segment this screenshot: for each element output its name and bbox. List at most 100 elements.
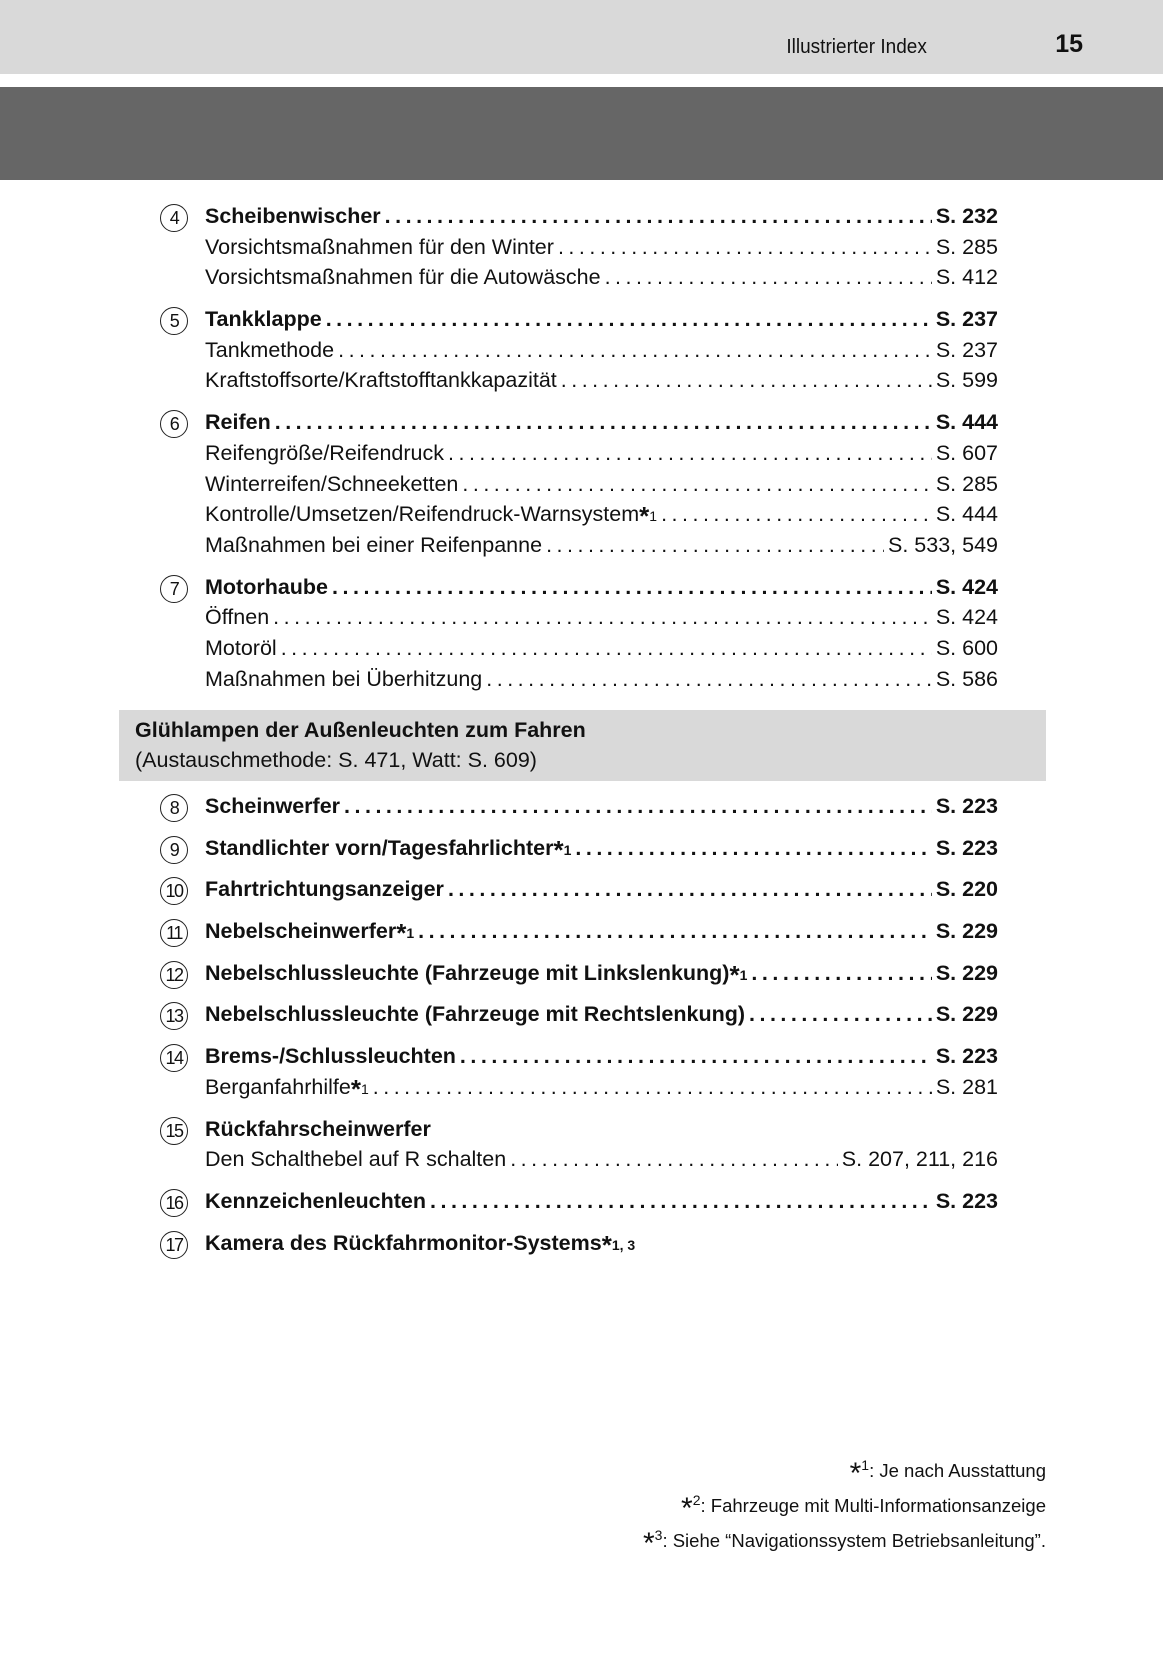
page-header: Illustrierter Index 15 [0, 0, 1163, 74]
index-group: 8 Scheinwerfer...........................… [160, 791, 998, 822]
page-reference[interactable]: S. 223 [935, 1188, 998, 1213]
index-subentry: Kontrolle/Umsetzen/Reifendruck-Warnsyste… [160, 499, 998, 532]
leader-dots: ........................................… [604, 265, 932, 290]
page-reference[interactable]: S. 412 [935, 265, 998, 290]
entry-label: Fahrtrichtungsanzeiger [205, 877, 444, 902]
footnote-text: : Fahrzeuge mit Multi-Informationsanzeig… [700, 1495, 1046, 1517]
page-reference[interactable]: S. 285 [935, 234, 998, 259]
index-group: 6 Reifen.................................… [160, 407, 998, 560]
page-reference[interactable]: S. 207, 211, 216 [841, 1147, 998, 1172]
index-subentry: Den Schalthebel auf R schalten..........… [160, 1144, 998, 1175]
page-reference[interactable]: S. 223 [935, 1044, 998, 1069]
footnote-reference: *1 [639, 501, 657, 532]
entry-label: Öffnen [205, 605, 270, 630]
page-reference[interactable]: S. 237 [935, 307, 998, 332]
index-list-top: 4 Scheibenwischer........................… [160, 201, 998, 705]
entry-label: Berganfahrhilfe [205, 1074, 351, 1099]
item-number-circle: 15 [160, 1116, 188, 1145]
index-group: 16 Kennzeichenleuchten...................… [160, 1186, 998, 1217]
index-subentry: Motoröl.................................… [160, 633, 998, 664]
leader-dots: ........................................… [338, 337, 932, 362]
header-dark-band [0, 87, 1163, 180]
index-subentry: Winterreifen/Schneeketten...............… [160, 469, 998, 500]
entry-label: Kontrolle/Umsetzen/Reifendruck-Warnsyste… [205, 502, 640, 527]
index-subentry: Maßnahmen bei Überhitzung...............… [160, 664, 998, 695]
page-reference[interactable]: S. 220 [935, 877, 998, 902]
asterisk-icon: * [601, 1229, 612, 1260]
entry-label: Maßnahmen bei Überhitzung [205, 666, 483, 691]
leader-dots: ........................................… [384, 204, 932, 228]
index-group: 5 Tankklappe.............................… [160, 304, 998, 396]
footnote-mark: 2 [692, 1492, 701, 1509]
page-reference[interactable]: S. 424 [935, 605, 998, 630]
page-reference[interactable]: S. 229 [935, 960, 998, 985]
index-entry: 10 Fahrtrichtungsanzeiger................… [160, 874, 998, 906]
page-reference[interactable]: S. 229 [935, 919, 998, 944]
page-reference[interactable]: S. 444 [935, 502, 998, 527]
entry-label: Tankklappe [205, 307, 322, 332]
footnote: *3: Siehe “Navigationssystem Betriebsanl… [643, 1522, 1046, 1559]
page-number: 15 [1055, 30, 1083, 58]
item-number-circle: 4 [160, 204, 188, 232]
item-number-circle: 6 [160, 410, 188, 439]
leader-dots: ........................................… [273, 605, 932, 630]
index-entry: 13 Nebelschlussleuchte (Fahrzeuge mit Rec… [160, 999, 998, 1031]
page-reference[interactable]: S. 229 [935, 1002, 998, 1027]
leader-dots: ........................................… [344, 794, 932, 818]
item-number-circle: 5 [160, 307, 188, 336]
index-group: 15 Rückfahrscheinwerfer Den Schalthebel au… [160, 1114, 998, 1175]
footnote-reference: *1 [396, 918, 414, 949]
item-number-circle: 14 [160, 1044, 188, 1073]
leader-dots: ........................................… [430, 1188, 932, 1213]
index-subentry: Vorsichtsmaßnahmen für den Winter.......… [160, 232, 998, 263]
index-group: 12 Nebelschlussleuchte (Fahrzeuge mit Lin… [160, 958, 998, 990]
entry-label: Brems-/Schlussleuchten [205, 1044, 456, 1069]
asterisk-icon: * [639, 501, 650, 532]
section-title: Illustrierter Index [786, 36, 927, 58]
footnote-number: 1 [739, 966, 748, 983]
entry-label: Motoröl [205, 635, 277, 660]
page-reference[interactable]: S. 223 [935, 835, 998, 860]
entry-label: Vorsichtsmaßnahmen für den Winter [205, 234, 554, 259]
item-number-circle: 17 [160, 1230, 188, 1259]
leader-dots: ........................................… [448, 440, 932, 465]
page-reference[interactable]: S. 599 [935, 368, 998, 393]
page-reference[interactable]: S. 533, 549 [888, 532, 998, 557]
page-reference[interactable]: S. 281 [935, 1074, 998, 1099]
index-entry: 8 Scheinwerfer...........................… [160, 791, 998, 822]
leader-dots: ........................................… [325, 307, 932, 332]
page-reference[interactable]: S. 424 [935, 574, 998, 599]
footnote-reference: *1 [351, 1074, 369, 1105]
leader-dots: ........................................… [749, 1002, 932, 1027]
entry-label: Nebelschlussleuchte (Fahrzeuge mit Links… [205, 960, 730, 985]
item-number-circle: 16 [160, 1188, 188, 1217]
page-reference[interactable]: S. 607 [935, 440, 998, 465]
leader-dots: ........................................… [462, 471, 931, 496]
page-reference[interactable]: S. 285 [935, 471, 998, 496]
entry-label: Reifen [205, 410, 271, 435]
page-reference[interactable]: S. 223 [935, 794, 998, 818]
footnote-number: 1 [563, 841, 572, 858]
page-reference[interactable]: S. 237 [935, 337, 998, 362]
index-entry: 4 Scheibenwischer........................… [160, 201, 998, 232]
entry-label: Nebelscheinwerfer [205, 919, 397, 944]
footnote-reference: *1 [553, 835, 571, 866]
page-reference[interactable]: S. 232 [935, 204, 998, 228]
footnotes: *1: Je nach Ausstattung *2: Fahrzeuge mit… [643, 1452, 1046, 1559]
item-number-circle: 9 [160, 835, 188, 864]
index-group: 10 Fahrtrichtungsanzeiger................… [160, 874, 998, 906]
page-reference[interactable]: S. 444 [935, 410, 998, 435]
footnote-number: 1 [360, 1080, 369, 1097]
index-subentry: Tankmethode.............................… [160, 335, 998, 366]
page-reference[interactable]: S. 586 [935, 666, 998, 691]
leader-dots: ........................................… [546, 532, 884, 557]
index-subentry: Vorsichtsmaßnahmen für die Autowäsche...… [160, 262, 998, 293]
footnote: *2: Fahrzeuge mit Multi-Informationsanze… [643, 1487, 1046, 1524]
footnote-number: 1 [406, 925, 415, 942]
page-reference[interactable]: S. 600 [935, 635, 998, 660]
index-entry: 11 Nebelscheinwerfer *1...................… [160, 916, 998, 949]
index-entry: 6 Reifen.................................… [160, 407, 998, 439]
footnote-reference: *1, 3 [602, 1230, 635, 1261]
footnote-text: : Je nach Ausstattung [869, 1460, 1046, 1482]
section-box-title: Glühlampen der Außenleuchten zum Fahren [135, 718, 586, 742]
